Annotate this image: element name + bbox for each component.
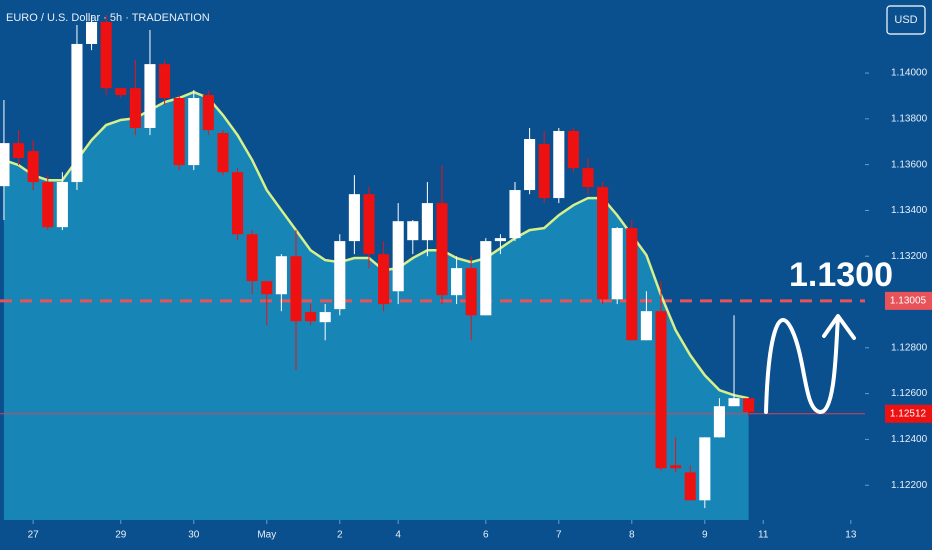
x-tick-label: 9 bbox=[702, 530, 708, 541]
candle-body bbox=[56, 182, 68, 228]
candle-body bbox=[305, 312, 317, 322]
candle-body bbox=[144, 64, 156, 128]
candle-body bbox=[71, 43, 83, 183]
candle-body bbox=[202, 95, 214, 131]
x-tick-label: 2 bbox=[337, 530, 343, 541]
ema-area bbox=[3, 92, 749, 521]
target-annotation: 1.1300 bbox=[789, 256, 893, 294]
candle-body bbox=[86, 21, 98, 44]
x-tick-label: 30 bbox=[188, 530, 200, 541]
y-tick-label: 1.14000 bbox=[891, 68, 928, 79]
candle-body bbox=[100, 21, 112, 89]
candle-body bbox=[407, 221, 419, 241]
x-tick-label: 29 bbox=[115, 530, 127, 541]
x-tick-label: 8 bbox=[629, 530, 635, 541]
x-tick-label: 27 bbox=[28, 530, 40, 541]
ema-line bbox=[3, 90, 749, 400]
y-tick-label: 1.13200 bbox=[891, 251, 928, 262]
candle-body bbox=[12, 143, 25, 158]
candle-body bbox=[159, 64, 171, 99]
candle-body bbox=[334, 241, 346, 310]
candle-body bbox=[699, 437, 711, 501]
y-tick-label: 1.13600 bbox=[891, 159, 928, 170]
candle-body bbox=[728, 398, 740, 407]
candle-body bbox=[378, 254, 390, 305]
candle-body bbox=[348, 194, 360, 242]
candle-body bbox=[713, 406, 725, 438]
candle-body bbox=[524, 138, 536, 191]
y-tick-label: 1.13800 bbox=[891, 113, 928, 124]
candle-body bbox=[611, 228, 623, 300]
candle-body bbox=[246, 234, 258, 282]
candle-body bbox=[0, 143, 10, 187]
currency-button[interactable] bbox=[886, 5, 926, 35]
candle-body bbox=[465, 268, 477, 316]
candle-body bbox=[129, 88, 141, 128]
candle-body bbox=[392, 221, 404, 292]
time-axis bbox=[0, 520, 865, 550]
y-tick-label: 1.12200 bbox=[891, 480, 928, 491]
candle-body bbox=[655, 311, 667, 469]
candle-body bbox=[217, 133, 229, 173]
candle-body bbox=[480, 241, 492, 316]
candle-body bbox=[188, 98, 200, 166]
x-tick-label: 13 bbox=[845, 530, 857, 541]
price-label: 1.12512 bbox=[890, 408, 927, 419]
candle-body bbox=[42, 182, 54, 228]
x-tick-label: 7 bbox=[556, 530, 562, 541]
candle-body bbox=[27, 151, 39, 183]
candle-body bbox=[509, 190, 521, 239]
candle-body bbox=[275, 256, 287, 295]
candle-body bbox=[494, 238, 506, 242]
candle-body bbox=[436, 203, 448, 296]
candle-body bbox=[290, 256, 302, 322]
candle-body bbox=[553, 130, 565, 199]
candle-body bbox=[363, 194, 375, 255]
x-tick-label: 11 bbox=[758, 530, 769, 541]
candle-body bbox=[451, 268, 463, 296]
candle-body bbox=[538, 144, 550, 199]
x-tick-label: May bbox=[257, 530, 276, 541]
price-label-box bbox=[885, 291, 932, 310]
chart-title: EURO / U.S. Dollar · 5h · TRADENATION bbox=[6, 12, 210, 24]
candle-body bbox=[640, 311, 652, 341]
candle-body bbox=[421, 203, 433, 241]
candle-body bbox=[597, 187, 609, 300]
candle-body bbox=[567, 130, 579, 169]
y-tick-label: 1.12800 bbox=[891, 342, 928, 353]
price-axis bbox=[865, 0, 932, 550]
currency-label: USD bbox=[894, 14, 917, 26]
x-tick-label: 6 bbox=[483, 530, 489, 541]
candle-body bbox=[173, 98, 185, 166]
forecast-arrow bbox=[764, 314, 856, 414]
candle-body bbox=[684, 472, 696, 501]
candle-body bbox=[232, 172, 244, 235]
y-tick-label: 1.12600 bbox=[891, 388, 928, 399]
candle-body bbox=[626, 228, 638, 341]
y-tick-label: 1.13400 bbox=[891, 205, 928, 216]
candle-body bbox=[261, 281, 273, 295]
price-label: 1.13005 bbox=[890, 296, 927, 307]
candle-body bbox=[582, 168, 594, 188]
candle-body bbox=[670, 465, 682, 469]
candle-body bbox=[319, 312, 331, 323]
candle-body bbox=[743, 398, 755, 413]
price-label-box bbox=[885, 404, 932, 423]
y-tick-label: 1.12400 bbox=[891, 434, 928, 445]
x-tick-label: 4 bbox=[395, 530, 401, 541]
candle-body bbox=[115, 88, 127, 96]
